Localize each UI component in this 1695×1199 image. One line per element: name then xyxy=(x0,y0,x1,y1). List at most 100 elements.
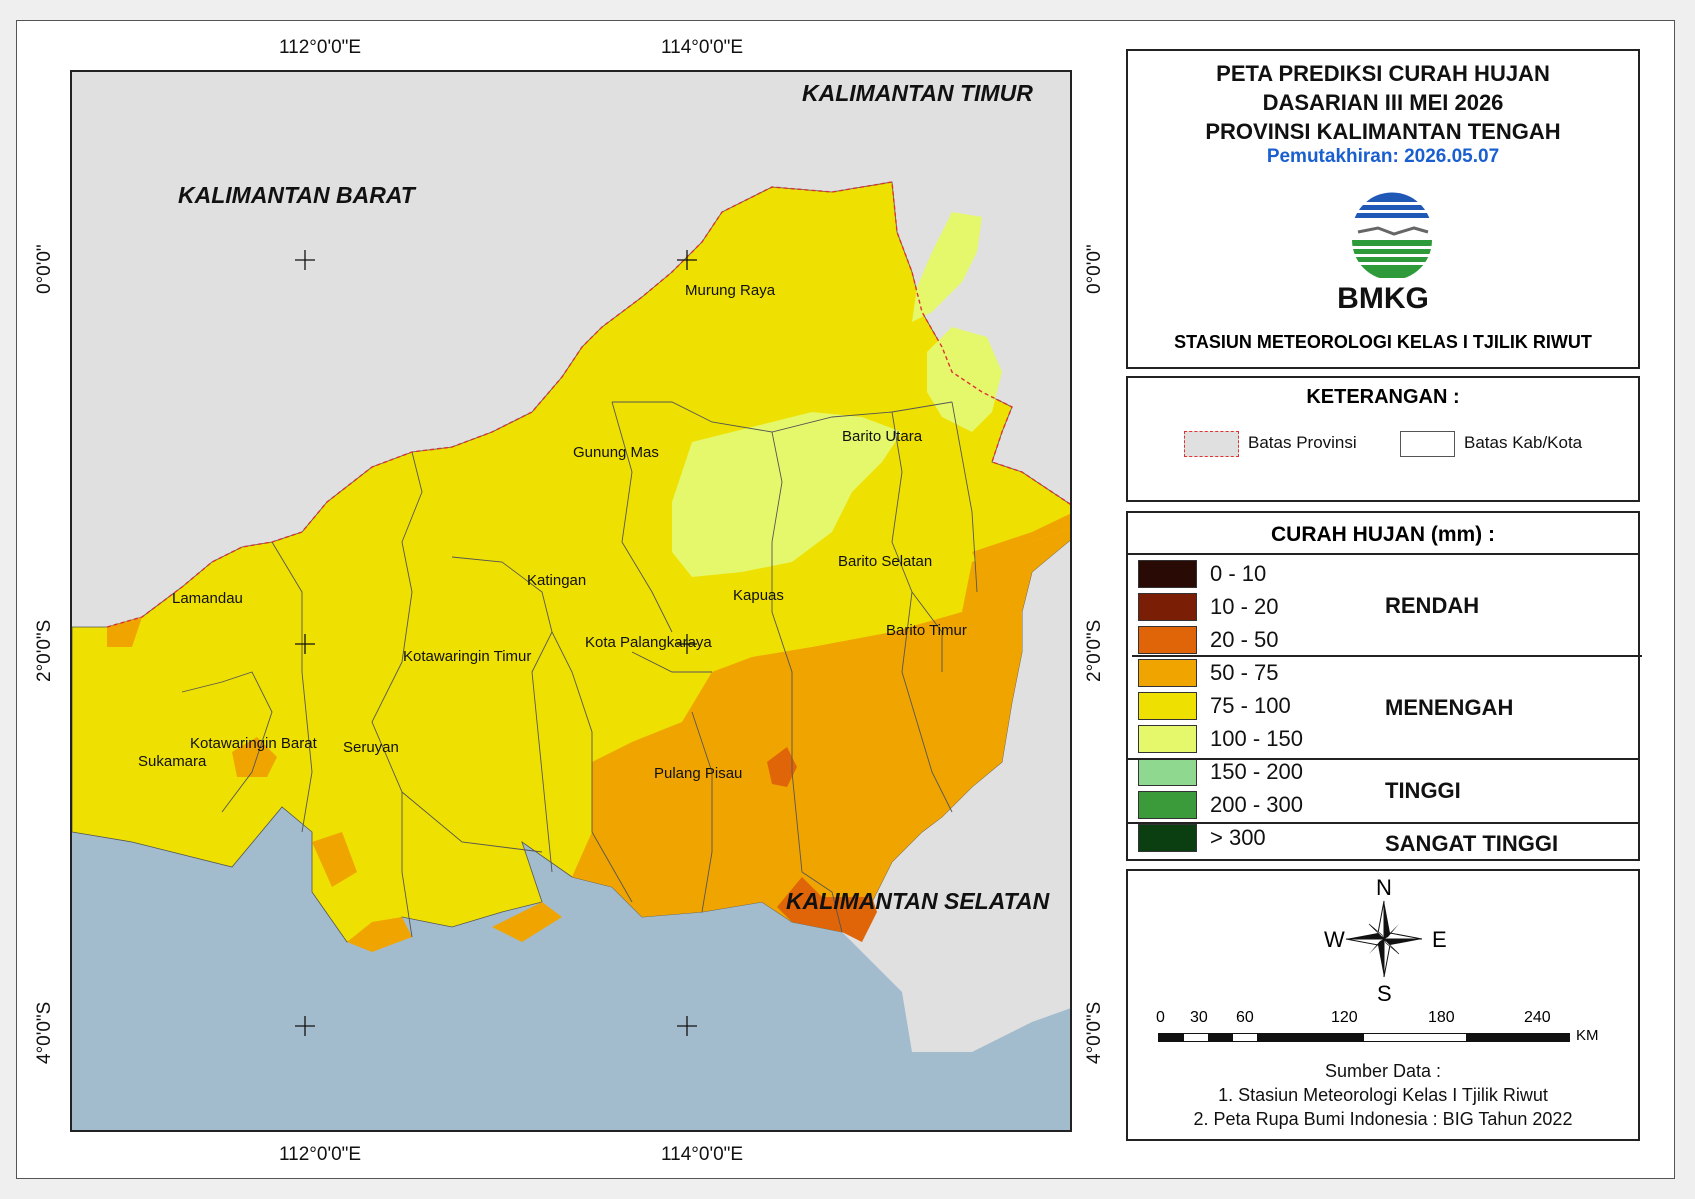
grid-label-top-114: 114°0'0"E xyxy=(661,37,744,58)
kab-label-kota-palangkaraya: Kota Palangkaraya xyxy=(585,634,712,651)
scale-tick-0: 0 xyxy=(1156,1009,1165,1026)
kab-label-kapuas: Kapuas xyxy=(733,587,784,604)
legend-kab-label: Batas Kab/Kota xyxy=(1464,433,1583,452)
grid-label-right-4s: 4°0'0"S xyxy=(1084,1001,1105,1064)
zone-50-75-coast-s xyxy=(347,917,412,952)
source-line2: 2. Peta Rupa Bumi Indonesia : BIG Tahun … xyxy=(1193,1109,1573,1129)
legend-swatch-0 xyxy=(1138,560,1197,588)
sea-area xyxy=(72,807,1070,1130)
kab-label-kotawaringin-timur: Kotawaringin Timur xyxy=(403,648,532,665)
kab-label-katingan: Katingan xyxy=(527,572,587,589)
legend-label-3: 50 - 75 xyxy=(1210,660,1279,685)
legend-kab-swatch xyxy=(1400,431,1455,457)
scale-tick-4: 180 xyxy=(1428,1009,1455,1026)
grid-label-right-2s: 2°0'0"S xyxy=(1084,619,1105,682)
map-title-line2: DASARIAN III MEI 2026 xyxy=(1262,90,1504,115)
graticule-crosses xyxy=(295,250,697,1036)
grid-label-left-0: 0°0'0" xyxy=(34,244,55,294)
grid-label-right-0: 0°0'0" xyxy=(1084,244,1105,294)
compass-e-label: E xyxy=(1432,927,1447,952)
compass-s-label: S xyxy=(1377,981,1392,1006)
update-date: Pemutakhiran: 2026.05.07 xyxy=(1266,146,1500,167)
grid-label-left-4s: 4°0'0"S xyxy=(34,1001,55,1064)
curah-hujan-title: CURAH HUJAN (mm) : xyxy=(1271,523,1495,546)
legend-prov-swatch xyxy=(1184,431,1239,457)
legend-swatch-5 xyxy=(1138,725,1197,753)
grid-label-bottom-114: 114°0'0"E xyxy=(661,1144,744,1165)
legend-label-4: 75 - 100 xyxy=(1210,693,1291,718)
region-label-kaltim: KALIMANTAN TIMUR xyxy=(802,80,1033,106)
title-panel: PETA PREDIKSI CURAH HUJAN DASARIAN III M… xyxy=(1126,49,1640,369)
grid-label-bottom-112: 112°0'0"E xyxy=(279,1144,362,1165)
zone-50-75-west-patch xyxy=(232,737,277,777)
scale-tick-1: 30 xyxy=(1190,1009,1208,1026)
zone-50-75-south xyxy=(572,528,1070,932)
legend-swatch-2 xyxy=(1138,626,1197,654)
divider-title xyxy=(1128,553,1638,555)
compass-rose-icon xyxy=(1345,900,1423,978)
kab-label-gunung-mas: Gunung Mas xyxy=(573,444,659,461)
divider-rendah xyxy=(1132,655,1642,657)
zone-50-75-ne-edge xyxy=(972,513,1070,562)
legend-swatch-6 xyxy=(1138,758,1197,786)
scale-tick-3: 120 xyxy=(1331,1009,1358,1026)
divider-tinggi xyxy=(1128,822,1638,824)
kab-label-barito-utara: Barito Utara xyxy=(842,428,923,445)
map-area[interactable] xyxy=(70,70,1072,1132)
zone-20-50-patch xyxy=(767,747,797,787)
zone-20-50-coast xyxy=(777,877,877,942)
category-tinggi: TINGGI xyxy=(1385,778,1461,803)
map-svg xyxy=(72,181,1070,1130)
grid-label-top-112: 112°0'0"E xyxy=(279,37,362,58)
grid-label-left-2s: 2°0'0"S xyxy=(34,619,55,682)
legend-label-5: 100 - 150 xyxy=(1210,726,1303,751)
category-menengah: MENENGAH xyxy=(1385,695,1514,720)
legend-prov-label: Batas Provinsi xyxy=(1248,433,1357,452)
kab-label-lamandau: Lamandau xyxy=(172,590,243,607)
legend-label-0: 0 - 10 xyxy=(1210,561,1267,586)
scale-tick-5: 240 xyxy=(1524,1009,1551,1026)
region-label-kalbar: KALIMANTAN BARAT xyxy=(178,182,415,208)
station-name: STASIUN METEOROLOGI KELAS I TJILIK RIWUT xyxy=(1174,332,1592,352)
legend-label-7: 200 - 300 xyxy=(1210,792,1303,817)
legend-label-8: > 300 xyxy=(1210,825,1266,850)
source-panel: Sumber Data : 1. Stasiun Meteorologi Kel… xyxy=(1126,1053,1640,1141)
legend-label-2: 20 - 50 xyxy=(1210,627,1279,652)
zone-50-75-coast-w xyxy=(312,832,357,887)
legend-swatch-7 xyxy=(1138,791,1197,819)
compass-w-label: W xyxy=(1324,927,1345,952)
kab-label-barito-selatan: Barito Selatan xyxy=(838,553,933,570)
category-sangat-tinggi: SANGAT TINGGI xyxy=(1385,831,1559,856)
curah-hujan-panel: CURAH HUJAN (mm) : 0 - 10 10 - 20 20 - 50 5… xyxy=(1126,511,1642,861)
source-line1: 1. Stasiun Meteorologi Kelas I Tjilik Ri… xyxy=(1218,1085,1548,1105)
kab-label-murung-raya: Murung Raya xyxy=(685,282,776,299)
legend-swatch-3 xyxy=(1138,659,1197,687)
zone-100-150-north xyxy=(912,212,982,322)
kab-label-kotawaringin-barat: Kotawaringin Barat xyxy=(190,735,317,752)
scale-bar xyxy=(1158,1033,1570,1042)
category-rendah: RENDAH xyxy=(1385,593,1480,618)
province-boundary xyxy=(106,181,1070,628)
kab-label-pulang-pisau: Pulang Pisau xyxy=(654,765,743,782)
legend-label-1: 10 - 20 xyxy=(1210,594,1279,619)
legend-label-6: 150 - 200 xyxy=(1210,759,1303,784)
map-title-line3: PROVINSI KALIMANTAN TENGAH xyxy=(1205,119,1561,144)
legend-swatch-1 xyxy=(1138,593,1197,621)
zone-100-150-gunung-mas xyxy=(672,412,902,577)
source-title: Sumber Data : xyxy=(1324,1061,1442,1081)
bmkg-logo-text: BMKG xyxy=(1337,282,1429,315)
keterangan-panel: KETERANGAN : Batas Provinsi Batas Kab/Ko… xyxy=(1126,376,1640,502)
region-label-kalsel: KALIMANTAN SELATAN xyxy=(786,888,1050,914)
scale-unit: KM xyxy=(1576,1027,1599,1044)
bmkg-logo-icon xyxy=(1350,191,1434,278)
compass-scale-panel: N S W E 0 30 60 120 180 240 KM xyxy=(1126,869,1640,1056)
kab-label-sukamara: Sukamara xyxy=(138,753,207,770)
keterangan-title: KETERANGAN : xyxy=(1306,386,1460,408)
kab-label-barito-timur: Barito Timur xyxy=(886,622,967,639)
legend-swatch-8 xyxy=(1138,824,1197,852)
map-title-line1: PETA PREDIKSI CURAH HUJAN xyxy=(1216,61,1550,86)
kab-label-seruyan: Seruyan xyxy=(343,739,399,756)
legend-swatch-4 xyxy=(1138,692,1197,720)
zone-50-75-coast-c xyxy=(492,902,562,942)
kabupaten-boundaries xyxy=(181,401,978,938)
